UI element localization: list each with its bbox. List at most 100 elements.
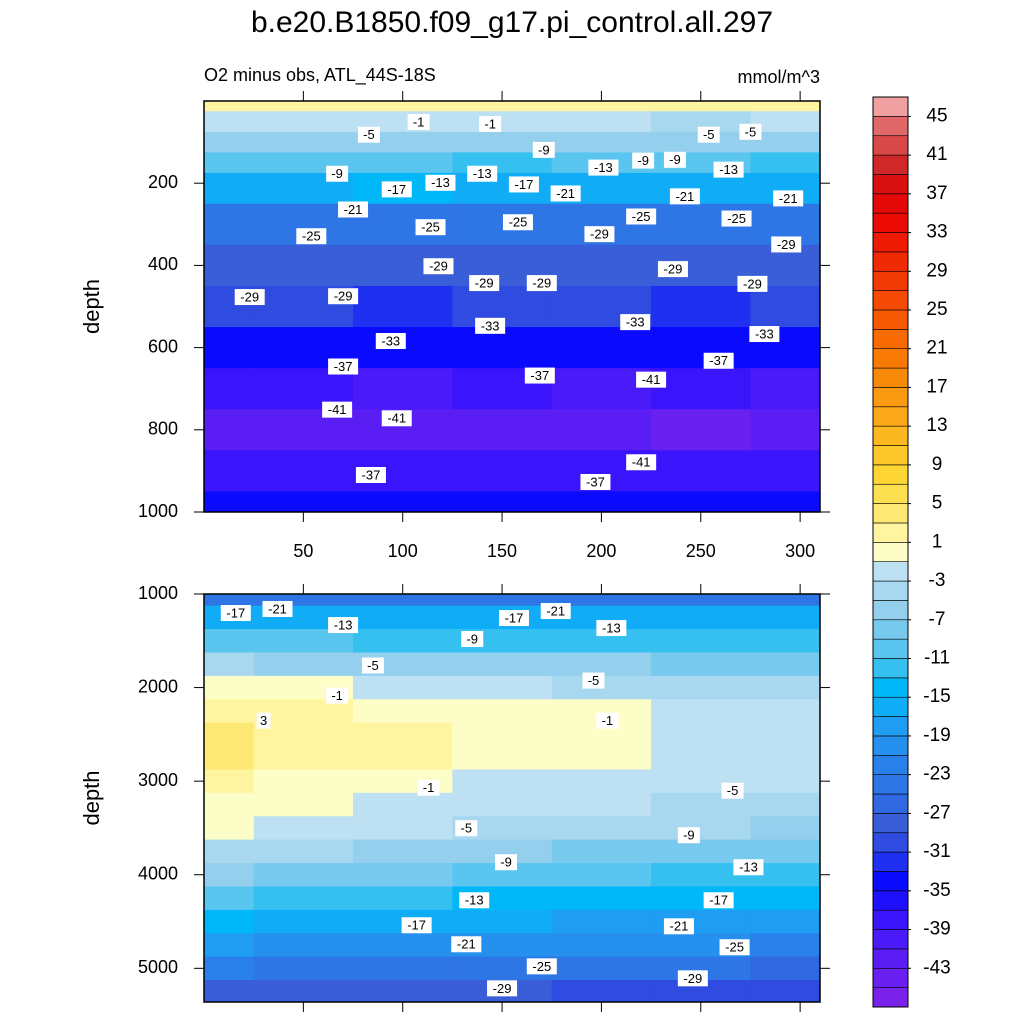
contour-label-box xyxy=(636,371,667,388)
contour-label: -13 xyxy=(719,162,738,177)
x-tick-label: 200 xyxy=(586,541,616,561)
contour-label-box xyxy=(451,936,482,953)
subtitle: O2 minus obs, ATL_44S-18S xyxy=(204,65,436,86)
colorbar-box xyxy=(872,542,909,562)
colorbar-box xyxy=(872,232,909,253)
colorbar-tick-label: -39 xyxy=(923,919,950,940)
field-cell xyxy=(551,746,652,770)
field-cell xyxy=(551,131,652,153)
colorbar-box xyxy=(872,987,909,1008)
colorbar-box xyxy=(872,793,909,814)
colorbar-box xyxy=(872,948,909,969)
field-cell xyxy=(452,327,553,369)
colorbar-tick-label: 1 xyxy=(932,531,943,552)
field-cell xyxy=(551,594,652,607)
contour-label: -33 xyxy=(481,318,500,333)
contour-label: -13 xyxy=(473,166,492,181)
field-cell xyxy=(253,839,354,864)
field-cell xyxy=(551,722,652,747)
field-cell xyxy=(651,172,751,205)
colorbar-tick-label: -11 xyxy=(924,648,950,669)
field-cell xyxy=(651,839,751,864)
field-cell xyxy=(204,409,255,451)
x-tick-label: 100 xyxy=(388,541,418,561)
colorbar-box xyxy=(872,600,909,621)
contour-label: -37 xyxy=(362,467,381,482)
field-cell xyxy=(551,652,652,677)
contour-label-box xyxy=(461,631,484,648)
field-cell xyxy=(750,101,820,112)
colorbar-box xyxy=(872,348,909,369)
contour-label: -9 xyxy=(637,153,649,168)
colorbar-tick-label: -23 xyxy=(923,764,950,785)
field-cell xyxy=(750,111,820,133)
contour-label-box xyxy=(487,980,518,997)
field-cell xyxy=(253,980,354,1002)
contour-label-box xyxy=(596,712,619,729)
contour-label: -5 xyxy=(727,783,739,798)
field-cell xyxy=(750,839,820,864)
field-cell xyxy=(353,792,453,817)
contour-label-box xyxy=(584,226,615,243)
colorbar-tick-label: 29 xyxy=(926,260,947,281)
colorbar-tick-label: 9 xyxy=(932,454,943,475)
field-cell xyxy=(750,285,820,328)
contour-label-box xyxy=(262,600,293,617)
field-cell xyxy=(253,909,354,934)
field-cell xyxy=(452,839,553,864)
contour-label-box xyxy=(423,258,454,275)
contour-label: -21 xyxy=(268,601,287,616)
colorbar-tick-label: -7 xyxy=(929,609,946,630)
field-cell xyxy=(253,244,354,287)
contour-label-box xyxy=(467,165,498,182)
field-cell xyxy=(750,746,820,770)
contour-label: -21 xyxy=(779,191,798,206)
colorbar-box xyxy=(872,716,909,737)
contour-label: -37 xyxy=(586,474,605,489)
y-tick-label: 600 xyxy=(148,336,178,356)
field-cell xyxy=(452,816,553,841)
contour-label: -29 xyxy=(664,262,683,277)
field-cell xyxy=(551,368,652,410)
contour-label-box xyxy=(361,657,384,674)
field-cell xyxy=(551,886,652,911)
field-cell xyxy=(551,980,652,1002)
contour-label: -25 xyxy=(421,220,440,235)
field-cell xyxy=(651,956,751,981)
field-cell xyxy=(750,886,820,911)
field-cell xyxy=(204,956,255,981)
field-cell xyxy=(651,409,751,451)
contour-label: -41 xyxy=(642,372,661,387)
field-cell xyxy=(452,594,553,607)
field-cell xyxy=(551,327,652,369)
field-cell xyxy=(551,839,652,864)
contour-label-box xyxy=(381,410,412,427)
field-cell xyxy=(750,450,820,492)
colorbar-box xyxy=(872,96,909,117)
field-cell xyxy=(353,956,453,981)
colorbar-tick-label: 5 xyxy=(932,493,943,514)
field xyxy=(204,594,820,1002)
colorbar-tick-label: 21 xyxy=(926,338,947,359)
field-cell xyxy=(551,792,652,817)
field-cell xyxy=(452,450,553,492)
field-cell xyxy=(353,368,453,410)
colorbar-box xyxy=(872,754,909,775)
contour-label: -21 xyxy=(675,189,694,204)
contour-label: -1 xyxy=(331,688,343,703)
field-cell xyxy=(204,203,255,246)
field-cell xyxy=(204,675,255,700)
colorbar-box xyxy=(872,580,909,601)
field-cell xyxy=(651,699,751,724)
colorbar-box xyxy=(872,135,909,156)
contour-label: -5 xyxy=(703,127,715,142)
contour-label: -25 xyxy=(302,229,321,244)
contour-label-box xyxy=(326,687,349,704)
contour-label-box xyxy=(508,176,539,193)
field-cell xyxy=(651,980,751,1002)
contour-label-box xyxy=(632,152,655,169)
contour-label: -41 xyxy=(328,402,347,417)
colorbar-box xyxy=(872,387,909,408)
field-cell xyxy=(353,101,453,112)
contour-label: -33 xyxy=(755,326,774,341)
